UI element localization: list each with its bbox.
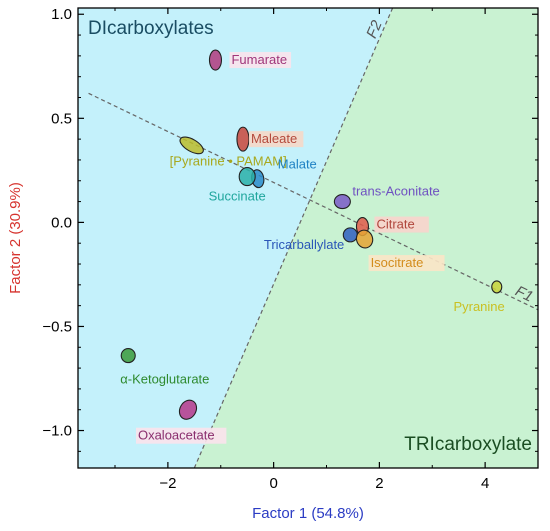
data-label: trans-Aconitate bbox=[352, 184, 439, 199]
confidence-ellipse bbox=[236, 126, 250, 152]
confidence-ellipse bbox=[333, 194, 351, 210]
x-tick-label: 4 bbox=[481, 475, 489, 492]
data-point-citrate: Citrate bbox=[355, 216, 429, 237]
data-label: Succinate bbox=[209, 189, 266, 204]
loading-line-label-f2: F2 bbox=[363, 17, 386, 40]
data-label-background bbox=[248, 131, 304, 148]
data-label: [Pyranine • PAMAM] bbox=[170, 153, 287, 168]
data-label: Citrate bbox=[376, 217, 414, 232]
x-axis-label: Factor 1 (54.8%) bbox=[252, 505, 364, 522]
data-point-maleate: Maleate bbox=[236, 126, 304, 152]
confidence-ellipse bbox=[179, 136, 204, 155]
loading-line-f1 bbox=[88, 92, 538, 311]
region-title-tricarboxylate: TRIcarboxylate bbox=[404, 434, 532, 455]
data-point-pyranine: Pyranine bbox=[453, 280, 505, 314]
data-label: Pyranine bbox=[453, 299, 504, 314]
confidence-ellipse bbox=[491, 280, 503, 294]
data-label-background bbox=[368, 255, 445, 272]
data-label-background bbox=[135, 427, 227, 444]
data-point-fumarate: Fumarate bbox=[208, 49, 292, 71]
confidence-ellipse bbox=[238, 167, 256, 187]
confidence-ellipse bbox=[178, 399, 198, 420]
data-label-background bbox=[229, 52, 292, 69]
data-point-oxaloacetate: Oxaloacetate bbox=[135, 399, 227, 444]
data-point-ketoglutarate: α-Ketoglutarate bbox=[120, 348, 209, 387]
data-label: Tricarballylate bbox=[264, 237, 344, 252]
data-label: Fumarate bbox=[231, 52, 287, 67]
y-axis-label: Factor 2 (30.9%) bbox=[7, 182, 24, 294]
data-label: Oxaloacetate bbox=[138, 428, 215, 443]
confidence-ellipse bbox=[208, 49, 223, 71]
confidence-ellipse bbox=[120, 348, 136, 364]
data-point-isocitrate: Isocitrate bbox=[355, 229, 445, 272]
ticks-layer: −2 0 2 4 −1.0 −0.5 0.0 0.5 1.0 bbox=[42, 6, 539, 492]
data-label: α-Ketoglutarate bbox=[120, 372, 209, 387]
region-title-dicarboxylates: DIcarboxylates bbox=[88, 18, 214, 39]
x-tick-label: −2 bbox=[159, 475, 176, 492]
y-tick-label: −0.5 bbox=[42, 318, 72, 335]
data-point-trans-aconitate: trans-Aconitate bbox=[333, 184, 440, 210]
y-tick-label: 0.0 bbox=[51, 214, 72, 231]
x-tick-label: 2 bbox=[375, 475, 383, 492]
data-label: Isocitrate bbox=[371, 255, 424, 270]
y-tick-label: 1.0 bbox=[51, 6, 72, 23]
data-point-pyranine-pamam: [Pyranine • PAMAM] bbox=[170, 136, 287, 168]
confidence-ellipse bbox=[355, 229, 374, 249]
region-dicarboxylates bbox=[78, 8, 393, 468]
x-tick-label: 0 bbox=[269, 475, 277, 492]
loading-line-label-f1: F1 bbox=[512, 283, 535, 306]
data-point-succinate: Succinate bbox=[209, 167, 266, 204]
points-layer: Fumarate Maleate [Pyranine • PAMAM]Malate S… bbox=[120, 49, 505, 444]
y-tick-label: −1.0 bbox=[42, 423, 72, 440]
confidence-ellipse bbox=[342, 227, 358, 243]
data-point-tricarballylate: Tricarballylate bbox=[264, 227, 358, 252]
data-label-background bbox=[374, 216, 429, 233]
data-label: Maleate bbox=[251, 131, 297, 146]
y-tick-label: 0.5 bbox=[51, 110, 72, 127]
data-label: Malate bbox=[278, 157, 317, 172]
axes-frame bbox=[77, 7, 539, 469]
plot-frame bbox=[77, 7, 539, 469]
loading-lines-layer bbox=[88, 8, 538, 468]
